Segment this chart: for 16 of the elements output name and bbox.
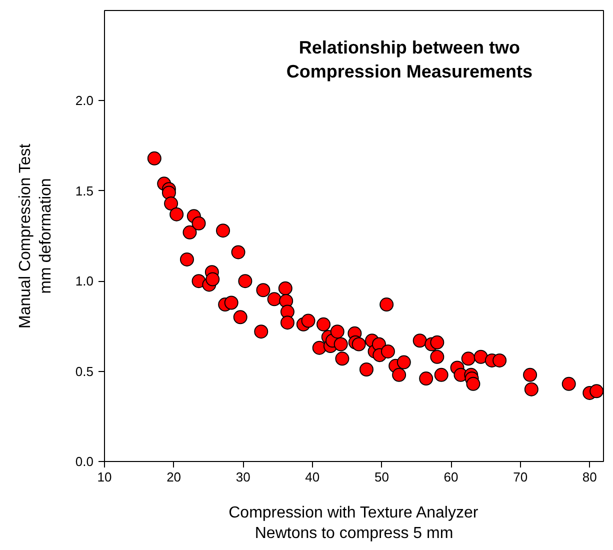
x-tick-label: 10 [97,470,112,484]
x-tick-label: 40 [305,470,320,484]
y-tick-label: 1.5 [75,183,94,198]
y-tick-label: 0.0 [75,454,94,469]
text: Relationship between two Compression Measurements [286,38,532,82]
y-tick-label: 2.0 [75,93,94,108]
x-tick-label: 30 [236,470,250,484]
y-tick-label: 0.5 [75,364,94,379]
x-tick-label: 50 [374,470,389,484]
y-tick-label: 1.0 [75,274,94,289]
x-tick-label: 80 [582,470,597,484]
x-tick-label: 70 [513,470,528,484]
y-axis-title: Manual Compression Test mm deformation [17,143,54,328]
x-tick-label: 60 [444,470,458,484]
x-tick-label: 20 [166,470,182,484]
x-axis-title: Compression with Texture Analyzer Newtons to compress 5 mm [228,504,479,542]
